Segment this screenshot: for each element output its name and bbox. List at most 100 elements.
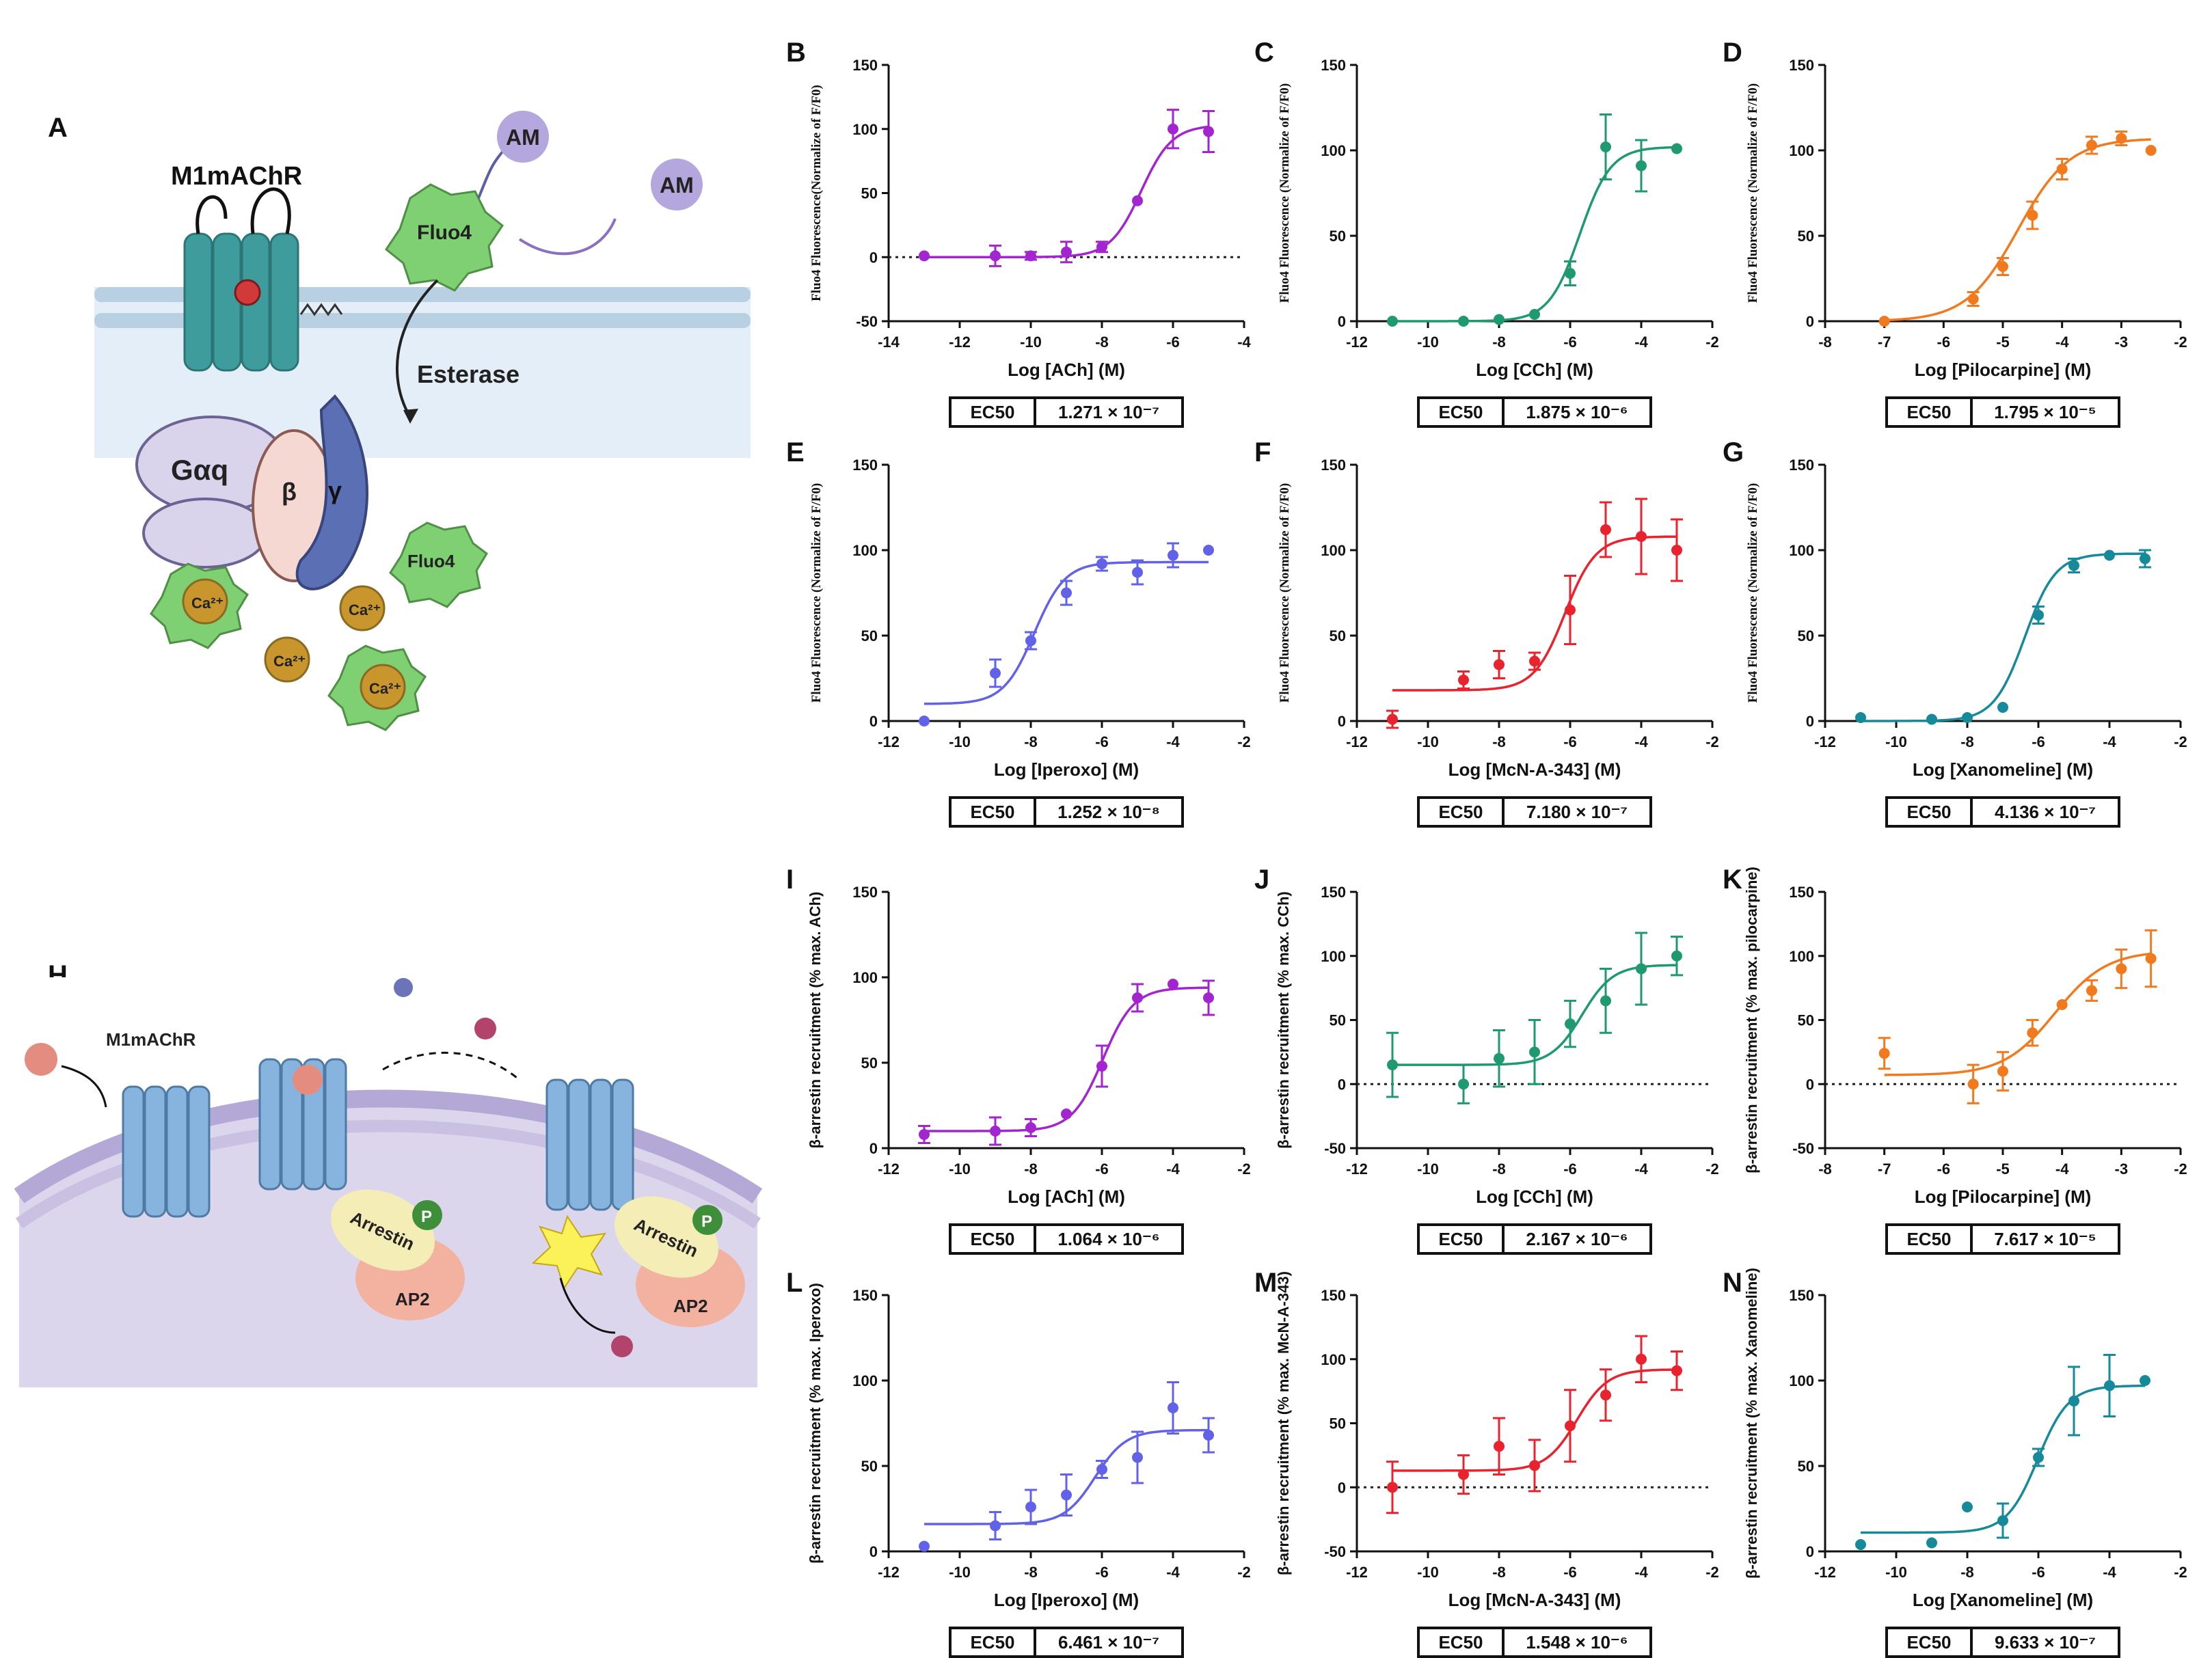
data-point	[1025, 1501, 1036, 1512]
x-tick-label: -3	[2115, 334, 2129, 351]
data-point	[1529, 655, 1540, 667]
x-tick-label: -6	[2032, 733, 2045, 750]
svg-text:Ca²⁺: Ca²⁺	[369, 680, 401, 697]
data-point	[1061, 1109, 1072, 1119]
cleavage-arrow	[518, 218, 617, 256]
data-point	[1529, 1460, 1540, 1471]
x-tick-label: -2	[1705, 1160, 1719, 1178]
x-tick-label: -6	[1563, 1160, 1577, 1178]
x-tick-label: -8	[1818, 334, 1832, 351]
data-point	[1387, 1482, 1398, 1493]
x-axis-label: Log [CCh] (M)	[1476, 1186, 1593, 1207]
am-label-bound: AM	[506, 125, 540, 150]
y-tick-label: 150	[1789, 457, 1814, 474]
x-tick-label: -2	[1705, 733, 1719, 750]
chart-panel-G: G 0 50 100 150 -12 -10 -8 -6 -4 -2 Log [Xanomeline]…	[1723, 437, 2187, 780]
data-point	[1203, 126, 1214, 137]
data-point	[1387, 1059, 1398, 1071]
ec50-box: EC50 1.271 × 10⁻⁷	[949, 396, 1184, 428]
data-point	[1997, 1515, 2008, 1526]
data-point	[1025, 635, 1036, 647]
cell-membrane-curve	[19, 977, 757, 1196]
y-tick-label: 100	[1789, 948, 1814, 965]
y-tick-label: 150	[852, 884, 878, 901]
fluo4-label: Fluo4	[417, 221, 472, 244]
ap2-label: AP2	[395, 1289, 430, 1309]
ec50-value: 1.875 × 10⁻⁶	[1526, 401, 1628, 422]
fluo4-free	[389, 521, 488, 608]
y-axis-label: Fluo4 Fluorescence (Normalize of F/F0)	[1746, 483, 1760, 703]
data-point	[1600, 995, 1611, 1007]
y-tick-label: -50	[856, 313, 878, 330]
x-tick-label: -8	[1818, 1160, 1832, 1178]
y-tick-label: 100	[1321, 1351, 1346, 1368]
y-tick-label: 50	[861, 185, 878, 202]
y-tick-label: 150	[852, 1287, 878, 1304]
data-point	[1997, 702, 2008, 713]
data-point	[1855, 1539, 1866, 1550]
chart-panel-N: N 0 50 100 150 -12 -10 -8 -6 -4 -2 Log [Xanomeline]…	[1723, 1268, 2187, 1610]
data-point	[1565, 1420, 1576, 1432]
y-tick-label: 50	[861, 1458, 878, 1475]
x-tick-label: -14	[878, 334, 900, 351]
x-tick-label: -2	[1237, 1160, 1251, 1178]
ec50-box: EC50 1.795 × 10⁻⁵	[1885, 396, 2120, 428]
x-tick-label: -12	[878, 733, 900, 750]
y-tick-label: 50	[861, 627, 878, 644]
x-tick-label: -12	[1346, 1564, 1368, 1581]
x-tick-label: -10	[1417, 1160, 1439, 1178]
panel-letter: M	[1254, 1268, 1277, 1298]
y-tick-label: 150	[1321, 57, 1346, 74]
am-group-bound	[497, 111, 549, 163]
x-axis-label: Log [Pilocarpine] (M)	[1915, 1186, 2092, 1207]
y-tick-label: 150	[1321, 884, 1346, 901]
y-tick-label: 100	[1789, 542, 1814, 559]
chart-panel-L: L 0 50 100 150 -12 -10 -8 -6 -4 -2 Log [Iperoxo] (M…	[786, 1268, 1251, 1610]
y-tick-label: 150	[852, 457, 878, 474]
esterase-label: Esterase	[417, 360, 520, 388]
calcium-ion	[182, 578, 228, 625]
fit-curve	[1392, 146, 1677, 323]
data-point	[2027, 1027, 2038, 1039]
panel-letter-A: A	[48, 113, 68, 143]
x-tick-label: -10	[1417, 1564, 1439, 1581]
x-tick-label: -4	[1237, 334, 1251, 351]
y-tick-label: 0	[1338, 1076, 1346, 1093]
calcium-ion	[360, 664, 406, 710]
x-tick-label: -7	[1878, 1160, 1891, 1178]
esterase-arrow	[396, 279, 439, 418]
data-point	[1458, 1078, 1469, 1090]
x-tick-label: -8	[1024, 1564, 1038, 1581]
data-point	[1600, 141, 1611, 152]
svg-text:P: P	[701, 1212, 712, 1231]
ec50-value: 1.795 × 10⁻⁵	[1994, 401, 2096, 422]
y-tick-label: 50	[1330, 228, 1346, 245]
svg-text:Ca²⁺: Ca²⁺	[273, 653, 306, 670]
x-tick-label: -8	[1960, 733, 1974, 750]
y-tick-label: 150	[1321, 457, 1346, 474]
ec50-value: 1.271 × 10⁻⁷	[1057, 401, 1160, 422]
chart-panel-K: K -50 0 50 100 150 -8 -7 -6 -5 -4 -3 -2 Log [Pilocarp…	[1723, 865, 2187, 1207]
data-point	[1203, 992, 1214, 1003]
data-point	[2033, 610, 2044, 621]
data-point	[2104, 1380, 2115, 1391]
x-tick-label: -4	[2103, 1564, 2116, 1581]
y-tick-label: 50	[1330, 627, 1346, 644]
panel-letter: G	[1723, 437, 1744, 467]
y-tick-label: 50	[861, 1055, 878, 1072]
y-tick-label: -50	[1324, 1140, 1346, 1157]
data-point	[919, 1540, 930, 1552]
ec50-value: 9.633 × 10⁻⁷	[1994, 1631, 2096, 1653]
g-alpha-label: Gαq	[171, 454, 228, 486]
x-tick-label: -2	[2174, 1160, 2187, 1178]
x-tick-label: -5	[1996, 334, 2010, 351]
data-point	[1671, 950, 1682, 962]
x-tick-label: -8	[1024, 733, 1038, 750]
y-axis-label: β-arrestin recruitment (% max. pilocarpi…	[1743, 867, 1760, 1173]
y-tick-label: 100	[1789, 142, 1814, 159]
ec50-label: EC50	[1888, 1629, 1973, 1655]
x-tick-label: -4	[1634, 1160, 1648, 1178]
x-tick-label: -10	[1885, 1564, 1907, 1581]
data-point	[1855, 712, 1866, 723]
